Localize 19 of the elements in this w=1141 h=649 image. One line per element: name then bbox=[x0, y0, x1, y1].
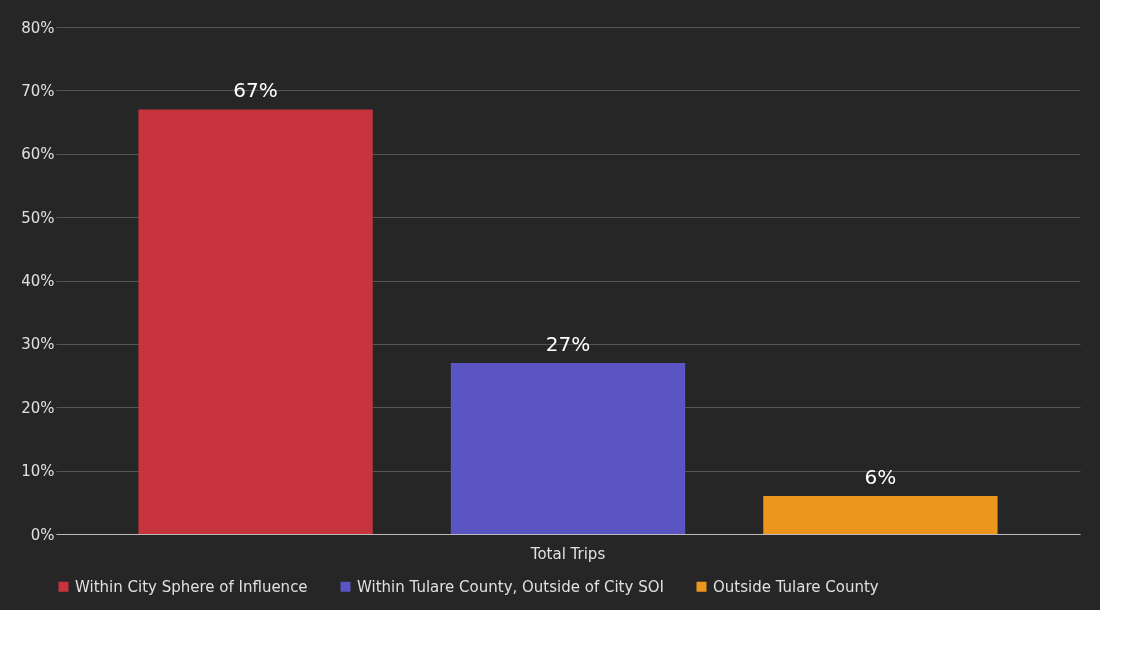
legend-label: Within Tulare County, Outside of City SOI bbox=[357, 577, 664, 596]
bar bbox=[138, 109, 373, 534]
y-tick-label: 70% bbox=[21, 81, 55, 100]
legend-label: Outside Tulare County bbox=[713, 577, 879, 596]
y-tick-label: 80% bbox=[21, 18, 55, 37]
y-tick-label: 10% bbox=[21, 462, 55, 481]
bar bbox=[450, 362, 686, 534]
x-tick-label: Total Trips bbox=[529, 544, 606, 563]
y-tick-label: 60% bbox=[21, 145, 55, 164]
bar bbox=[763, 495, 998, 534]
data-label: 67% bbox=[233, 78, 278, 103]
y-tick-label: 20% bbox=[21, 398, 55, 417]
legend-label: Within City Sphere of Influence bbox=[75, 577, 308, 596]
y-tick-label: 40% bbox=[21, 272, 55, 290]
data-label: 6% bbox=[864, 464, 897, 489]
data-label: 27% bbox=[545, 331, 591, 356]
y-tick-label: 30% bbox=[21, 335, 55, 354]
y-tick-label: 0% bbox=[30, 525, 55, 544]
y-tick-label: 50% bbox=[21, 208, 55, 227]
